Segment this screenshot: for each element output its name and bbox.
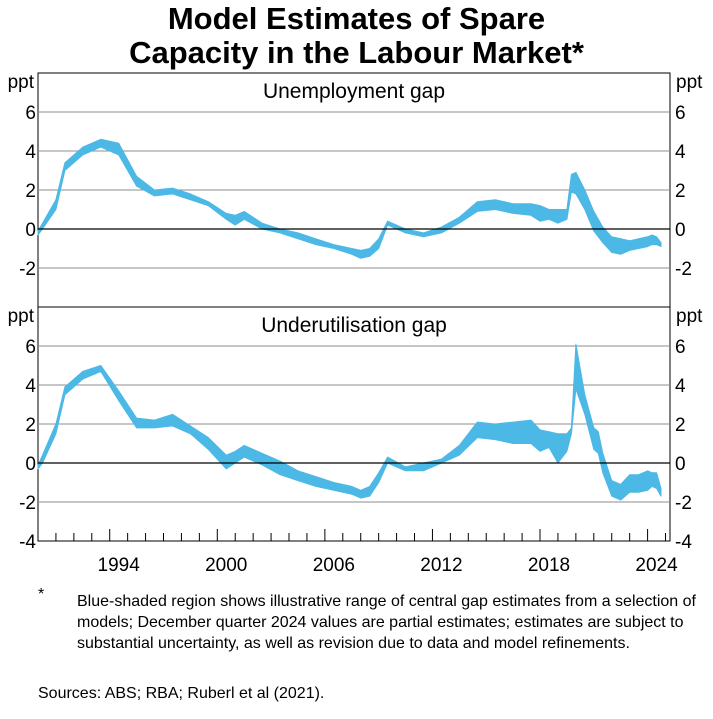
y-tick-label-left: 4: [25, 376, 36, 397]
y-tick-label-left: -2: [19, 259, 36, 280]
x-tick-label: 2006: [313, 555, 355, 576]
y-axis-unit-left: ppt: [8, 306, 35, 327]
x-tick-label: 2012: [420, 555, 462, 576]
gap-estimate-band: [37, 138, 662, 259]
chart-title-line-1: Model Estimates of Spare: [167, 1, 546, 36]
y-tick-label-right: 6: [675, 337, 686, 358]
y-tick-label-left: 2: [25, 415, 36, 436]
x-tick-label: 2024: [635, 555, 678, 576]
y-tick-label-right: 4: [675, 142, 686, 163]
x-tick-label: 2018: [528, 555, 570, 576]
panel-title: Unemployment gap: [263, 80, 445, 103]
x-tick-label: 2000: [205, 555, 247, 576]
y-tick-label-left: -4: [19, 532, 36, 553]
y-tick-label-right: 4: [675, 376, 686, 397]
gap-estimate-band: [37, 343, 662, 501]
y-tick-label-right: 2: [675, 415, 686, 436]
y-axis-unit-right: ppt: [676, 72, 703, 93]
x-tick-label: 1994: [98, 555, 141, 576]
y-tick-label-right: -4: [675, 532, 692, 553]
y-tick-label-left: 4: [25, 142, 36, 163]
chart-title-line-2: Capacity in the Labour Market*: [129, 35, 584, 70]
footnote-text: Blue-shaded region shows illustrative ra…: [77, 593, 696, 652]
y-tick-label-left: -2: [19, 493, 36, 514]
y-axis-unit-left: ppt: [8, 72, 35, 93]
footnote-marker: *: [38, 586, 45, 603]
panel-title: Underutilisation gap: [261, 314, 447, 337]
y-tick-label-right: 0: [675, 454, 686, 475]
y-axis-unit-right: ppt: [676, 306, 703, 327]
y-tick-label-left: 0: [25, 220, 36, 241]
y-tick-label-right: 6: [675, 103, 686, 124]
y-tick-label-right: 0: [675, 220, 686, 241]
sources-note: Sources: ABS; RBA; Ruberl et al (2021).: [38, 685, 325, 702]
y-tick-label-left: 6: [25, 103, 36, 124]
y-tick-label-left: 0: [25, 454, 36, 475]
y-tick-label-right: -2: [675, 259, 692, 280]
y-tick-label-left: 6: [25, 337, 36, 358]
y-tick-label-right: -2: [675, 493, 692, 514]
y-tick-label-left: 2: [25, 181, 36, 202]
y-tick-label-right: 2: [675, 181, 686, 202]
